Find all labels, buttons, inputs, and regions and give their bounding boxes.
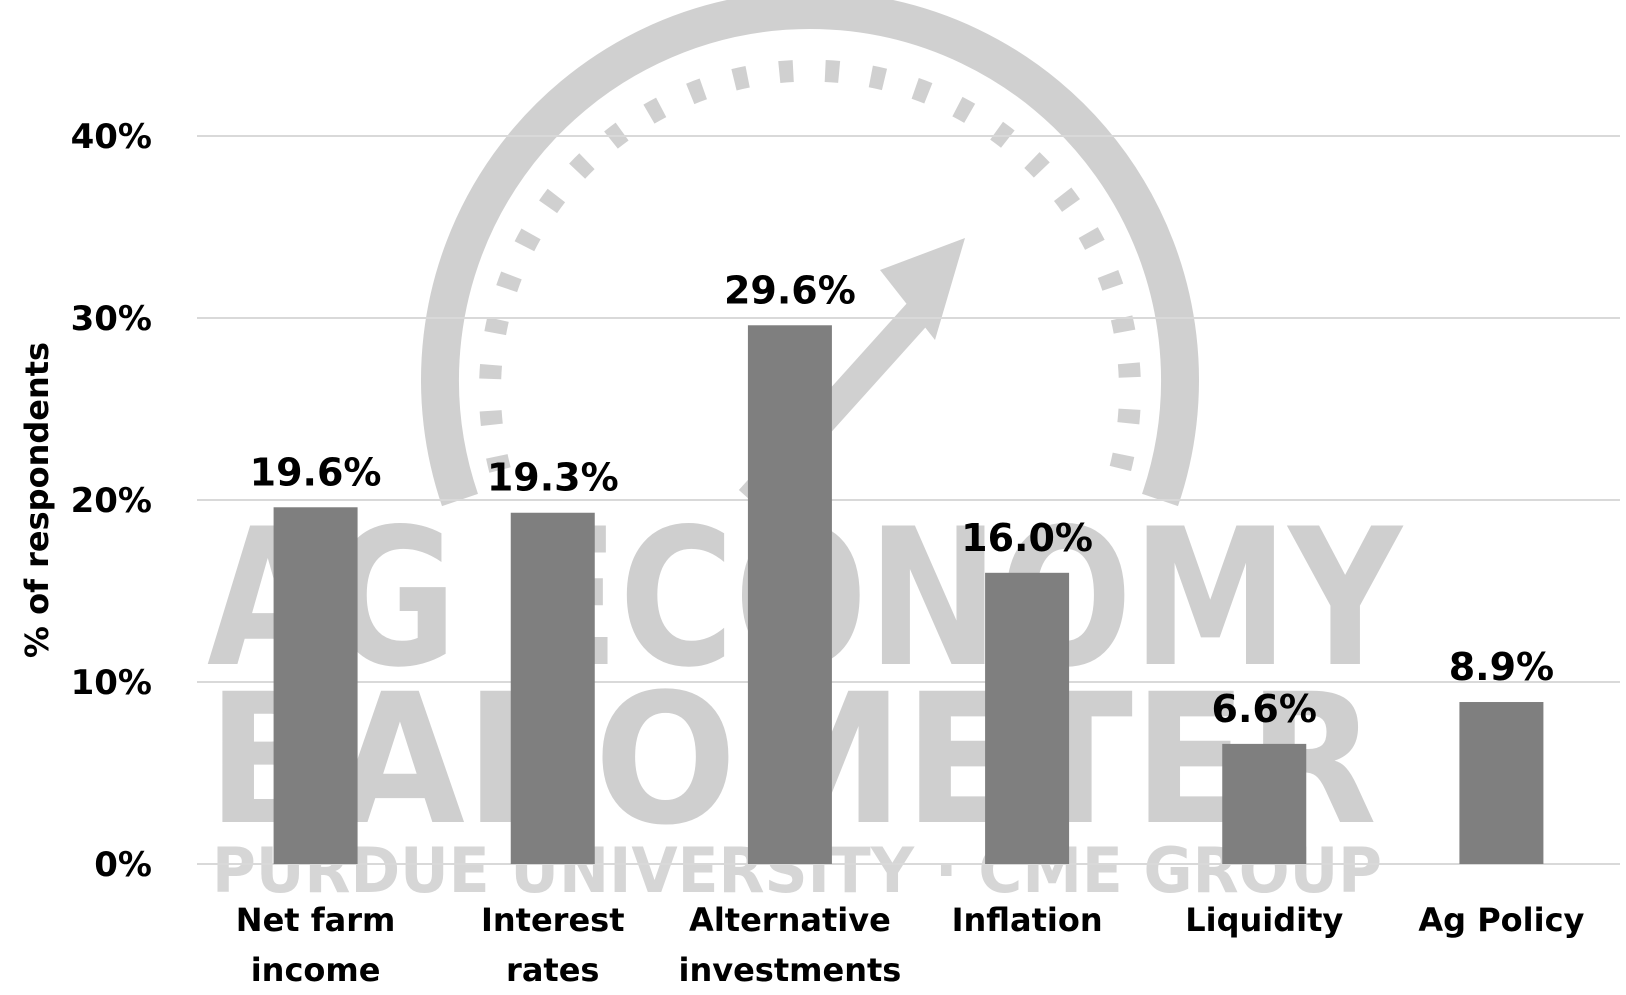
- y-tick-label: 20%: [71, 481, 152, 521]
- x-tick-label: Net farm income: [235, 901, 396, 989]
- y-tick-label: 40%: [71, 117, 152, 157]
- data-label: 16.0%: [961, 516, 1093, 560]
- y-tick-label: 0%: [94, 845, 152, 885]
- gauge-arc: [421, 0, 1199, 507]
- x-tick-label: Ag Policy: [1418, 901, 1585, 939]
- data-label: 6.6%: [1212, 687, 1317, 731]
- y-tick-label: 10%: [71, 663, 152, 703]
- x-tick-label: Interest rates: [480, 901, 625, 989]
- y-axis-label: % of respondents: [18, 342, 56, 658]
- bar: [273, 507, 358, 864]
- data-label: 29.6%: [724, 268, 856, 312]
- bar: [510, 512, 595, 864]
- x-tick-label: Liquidity: [1185, 901, 1344, 939]
- data-label: 19.3%: [487, 456, 619, 500]
- x-tick-label: Alternative investments: [678, 901, 902, 989]
- data-label: 19.6%: [250, 450, 382, 494]
- bar: [1222, 743, 1307, 864]
- gauge-arrow: [880, 238, 965, 340]
- bar: [1459, 702, 1544, 864]
- bar: [747, 325, 832, 864]
- bar: [985, 572, 1070, 864]
- x-tick-label: Inflation: [951, 901, 1103, 939]
- y-tick-label: 30%: [71, 299, 152, 339]
- gauge-ticks: [479, 59, 1141, 473]
- data-label: 8.9%: [1449, 645, 1554, 689]
